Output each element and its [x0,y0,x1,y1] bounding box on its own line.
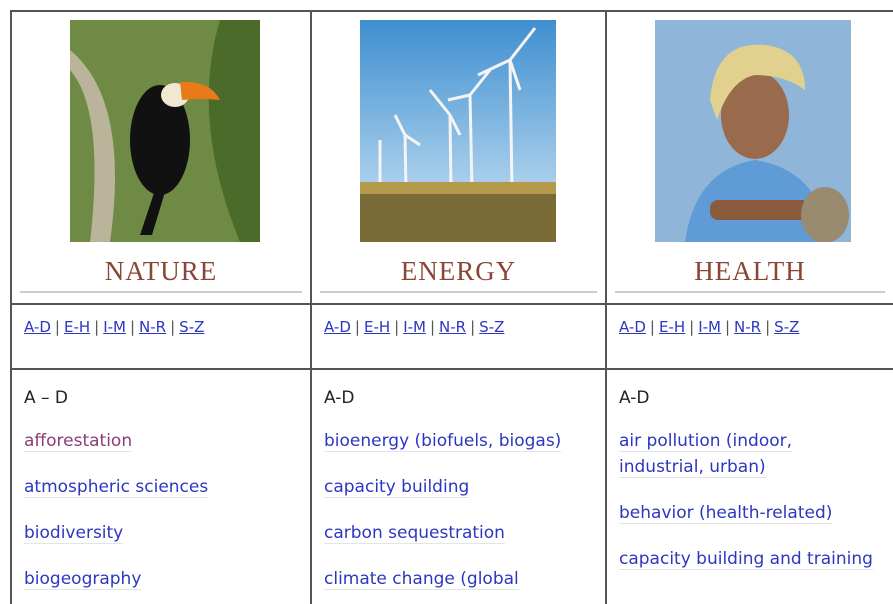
letter-link[interactable]: S-Z [479,318,504,336]
column: ENERGY A-D|E-H|I-M|N-R|S-Z A-D bioenergy… [310,10,605,604]
topic-item: biodiversity [24,520,296,546]
topic-link[interactable]: afforestation [24,431,132,452]
topic-item: afforestation [24,428,296,454]
row-border [312,303,605,305]
column: NATURE A-D|E-H|I-M|N-R|S-Z A – D affores… [10,10,310,604]
topic-list: air pollution (indoor, industrial, urban… [619,428,879,592]
topic-item: climate change (global [324,566,591,592]
topic-link[interactable]: atmospheric sciences [24,477,208,498]
letter-nav: A-D|E-H|I-M|N-R|S-Z [324,318,504,336]
topic-item: biogeography [24,566,296,592]
topic-item: capacity building [324,474,591,500]
letter-link[interactable]: S-Z [179,318,204,336]
row-border [607,303,893,305]
section-heading: A – D [24,388,68,408]
topic-item: bioenergy (biofuels, biogas) [324,428,591,454]
row-border [12,368,310,370]
topic-list: bioenergy (biofuels, biogas) capacity bui… [324,428,591,604]
letter-link[interactable]: A-D [619,318,646,336]
letter-nav: A-D|E-H|I-M|N-R|S-Z [619,318,799,336]
topic-link[interactable]: capacity building [324,477,469,498]
woman-photo [655,20,851,242]
column: HEALTH A-D|E-H|I-M|N-R|S-Z A-D air pollu… [605,10,893,604]
nav-separator: | [765,318,770,336]
letter-link[interactable]: E-H [64,318,90,336]
topic-link[interactable]: air pollution (indoor, industrial, urban… [619,431,792,478]
letter-link[interactable]: I-M [698,318,721,336]
letter-link[interactable]: A-D [324,318,351,336]
nav-separator: | [55,318,60,336]
column-title: ENERGY [320,256,597,293]
nav-separator: | [130,318,135,336]
nav-separator: | [94,318,99,336]
topic-link[interactable]: biogeography [24,569,141,590]
topic-item: carbon sequestration [324,520,591,546]
letter-link[interactable]: N-R [439,318,466,336]
section-heading: A-D [619,388,649,408]
nav-separator: | [394,318,399,336]
nav-separator: | [689,318,694,336]
letter-link[interactable]: E-H [364,318,390,336]
nav-separator: | [430,318,435,336]
toucan-photo [70,20,260,242]
topic-link[interactable]: bioenergy (biofuels, biogas) [324,431,561,452]
letter-link[interactable]: S-Z [774,318,799,336]
row-border [312,368,605,370]
column-title: NATURE [20,256,302,293]
topic-link[interactable]: carbon sequestration [324,523,505,544]
nav-separator: | [650,318,655,336]
letter-link[interactable]: A-D [24,318,51,336]
letter-nav: A-D|E-H|I-M|N-R|S-Z [24,318,204,336]
topic-item: air pollution (indoor, industrial, urban… [619,428,879,480]
nav-separator: | [725,318,730,336]
letter-link[interactable]: I-M [103,318,126,336]
letter-link[interactable]: N-R [139,318,166,336]
row-border [12,303,310,305]
nav-separator: | [470,318,475,336]
topic-item: capacity building and training [619,546,879,572]
column-title: HEALTH [615,256,885,293]
topic-item: atmospheric sciences [24,474,296,500]
topic-link[interactable]: biodiversity [24,523,123,544]
nav-separator: | [355,318,360,336]
section-heading: A-D [324,388,354,408]
topic-link[interactable]: capacity building and training [619,549,873,570]
topic-link[interactable]: climate change (global [324,569,519,590]
topic-item: behavior (health-related) [619,500,879,526]
letter-link[interactable]: N-R [734,318,761,336]
row-border [607,368,893,370]
page: NATURE A-D|E-H|I-M|N-R|S-Z A – D affores… [0,0,893,604]
letter-link[interactable]: I-M [403,318,426,336]
topic-list: afforestation atmospheric sciences biodive… [24,428,296,604]
nav-separator: | [170,318,175,336]
letter-link[interactable]: E-H [659,318,685,336]
topic-link[interactable]: behavior (health-related) [619,503,832,524]
wind-turbine-photo [360,20,556,242]
